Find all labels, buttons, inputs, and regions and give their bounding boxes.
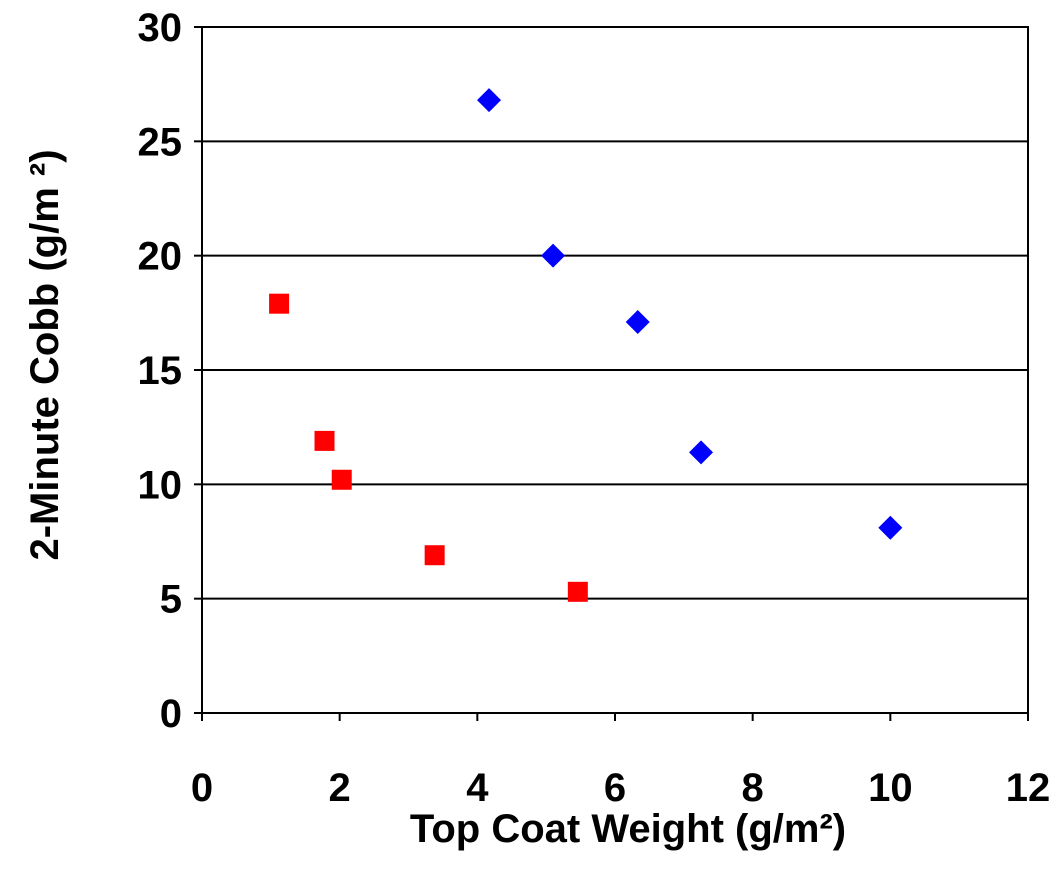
y-tick-label: 15 [138,349,183,393]
y-tick-label: 30 [138,6,183,50]
x-tick-label: 10 [868,766,913,810]
data-point-square [331,469,352,490]
y-tick-label: 0 [160,692,182,736]
data-point-diamond [689,440,714,465]
data-point-square [424,545,445,566]
y-axis-title: 2-Minute Cobb (g/m ²) [23,149,67,560]
data-point-diamond [477,88,502,113]
y-axis-ticks: 0 5 10 15 20 25 30 [138,6,202,736]
y-tick-label: 5 [160,578,182,622]
x-tick-label: 0 [191,766,213,810]
y-tick-label: 10 [138,463,183,507]
grid-lines [202,140,1028,600]
data-point-diamond [625,309,650,334]
y-tick-label: 20 [138,235,183,279]
data-markers [269,88,903,602]
x-tick-label: 8 [742,766,764,810]
x-tick-label: 4 [466,766,489,810]
x-tick-label: 2 [329,766,351,810]
x-axis-ticks: 0 2 4 6 8 10 12 [191,713,1050,810]
data-point-square [314,430,335,451]
x-axis-title: Top Coat Weight (g/m²) [410,807,846,851]
y-tick-label: 25 [138,120,183,164]
data-point-diamond [878,515,903,540]
data-point-square [269,293,290,314]
x-tick-label: 12 [1006,766,1051,810]
data-point-diamond [541,243,566,268]
data-point-square [567,581,588,602]
x-tick-label: 6 [604,766,626,810]
